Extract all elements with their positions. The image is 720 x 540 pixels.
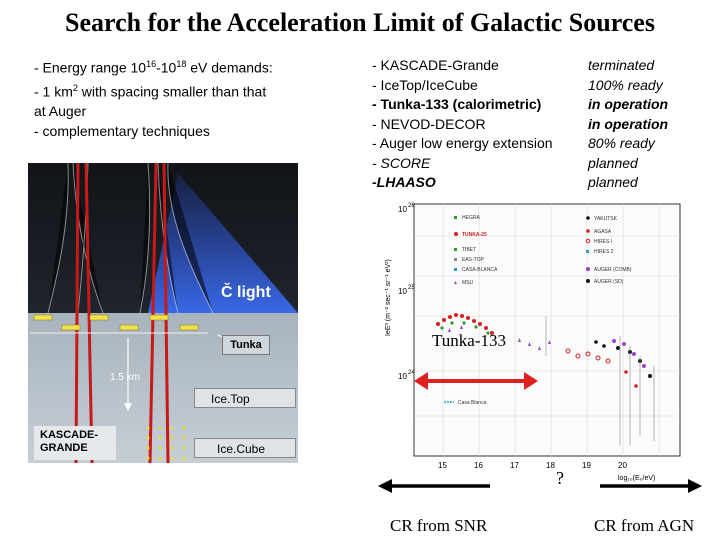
legend-item: EAS-TOP	[462, 257, 485, 263]
x-tick: 15	[438, 461, 447, 470]
x-tick: 16	[474, 461, 483, 470]
x-tick: 18	[546, 461, 555, 470]
icetop-label: Ice.Top	[194, 388, 296, 408]
spectrum-data-points	[436, 313, 655, 446]
experiment-name: - Auger low energy extension	[372, 135, 553, 151]
experiment-row: - KASCADE-Grande terminated	[372, 56, 692, 76]
spectrum-plot-svg: 10 26 10 25 10 24 IeE³ (m⁻² sec⁻¹ sr⁻¹ e…	[368, 196, 690, 486]
plot-frame	[413, 203, 681, 457]
experiment-name: -LHAASO	[372, 174, 436, 190]
cherenkov-light-label: Č light	[221, 284, 271, 301]
x-tick: 20	[618, 461, 627, 470]
x-tick: 19	[582, 461, 591, 470]
y-tick-mid-exp: 25	[408, 285, 415, 291]
question-mark: ?	[556, 468, 564, 488]
y-tick-mid: 10	[398, 287, 407, 296]
legend-item: TIBET	[462, 247, 476, 253]
experiment-name: - NEVOD-DECOR	[372, 115, 486, 132]
legend-item: MSU	[462, 280, 474, 286]
cr-from-agn-label: CR from AGN	[594, 516, 695, 535]
requirements-list: - Energy range 1016-1018 eV demands: - 1…	[34, 54, 273, 141]
y-tick-low: 10	[398, 372, 407, 381]
experiment-name: - Tunka-133 (calorimetric)	[372, 96, 542, 112]
tunka-133-label: Tunka-133	[432, 331, 506, 350]
cosmic-ray-spectrum-plot: 10 26 10 25 10 24 IeE³ (m⁻² sec⁻¹ sr⁻¹ e…	[368, 196, 690, 486]
y-tick-low-exp: 24	[408, 370, 415, 376]
cr-from-snr-label: CR from SNR	[390, 516, 488, 535]
requirement-area-cont: at Auger	[34, 103, 87, 120]
experiment-row: - NEVOD-DECOR in operation	[372, 115, 692, 135]
legend-item: AUGER (SD)	[594, 279, 624, 285]
legend-item: HIRES I	[594, 239, 612, 245]
experiment-row: - Auger low energy extension 80% ready	[372, 134, 692, 154]
casa-blanca-legend: Casa Blanca	[458, 400, 487, 406]
kascade-grande-label: KASCADE- GRANDE	[34, 426, 116, 460]
icecube-label: Ice.Cube	[194, 438, 296, 458]
slide-title: Search for the Acceleration Limit of Gal…	[65, 8, 655, 37]
legend-item: CASA-BLANCA	[462, 267, 498, 273]
experiment-status: terminated	[588, 57, 655, 73]
experiment-status-list: - KASCADE-Grande terminated - IceTop/Ice…	[372, 56, 692, 193]
experiment-row: - Tunka-133 (calorimetric) in operation	[372, 95, 692, 115]
y-tick-top-exp: 26	[408, 203, 415, 209]
requirement-energy-range: - Energy range 1016-1018 eV demands:	[34, 59, 273, 76]
experiment-name: - KASCADE-Grande	[372, 57, 499, 73]
requirement-area: - 1 km2 with spacing smaller than that	[34, 82, 267, 100]
experiment-name: - IceTop/IceCube	[372, 76, 478, 93]
experiment-status: in operation	[588, 96, 669, 112]
x-tick: 17	[510, 461, 519, 470]
legend-item: AUGER (COMB)	[594, 267, 632, 273]
experiment-status: planned	[588, 154, 638, 171]
experiment-row: - SCORE planned	[372, 154, 692, 174]
requirement-techniques: - complementary techniques	[34, 123, 210, 140]
experiment-status: 100% ready	[588, 76, 663, 93]
experiment-status: 80% ready	[588, 135, 655, 151]
legend-item: YAKUTSK	[594, 216, 618, 222]
tunka-detector-label: Tunka	[222, 335, 270, 355]
depth-label: 1.5 km	[110, 372, 141, 383]
y-tick-top: 10	[398, 205, 407, 214]
legend-item: AGASA	[594, 229, 612, 235]
legend-item: HIRES 2	[594, 249, 614, 255]
y-axis-label: IeE³ (m⁻² sec⁻¹ sr⁻¹ eV²)	[385, 259, 392, 336]
legend-item: TUNKA-25	[462, 232, 487, 238]
experiment-name: - SCORE	[372, 154, 431, 171]
experiment-status: planned	[588, 174, 638, 190]
x-axis-label: log₁₀(E₀/eV)	[618, 475, 655, 482]
experiment-status: in operation	[588, 115, 669, 132]
legend-item: HEGRA	[462, 215, 480, 221]
experiment-row: - IceTop/IceCube 100% ready	[372, 76, 692, 96]
experiment-row: -LHAASO planned	[372, 173, 692, 193]
